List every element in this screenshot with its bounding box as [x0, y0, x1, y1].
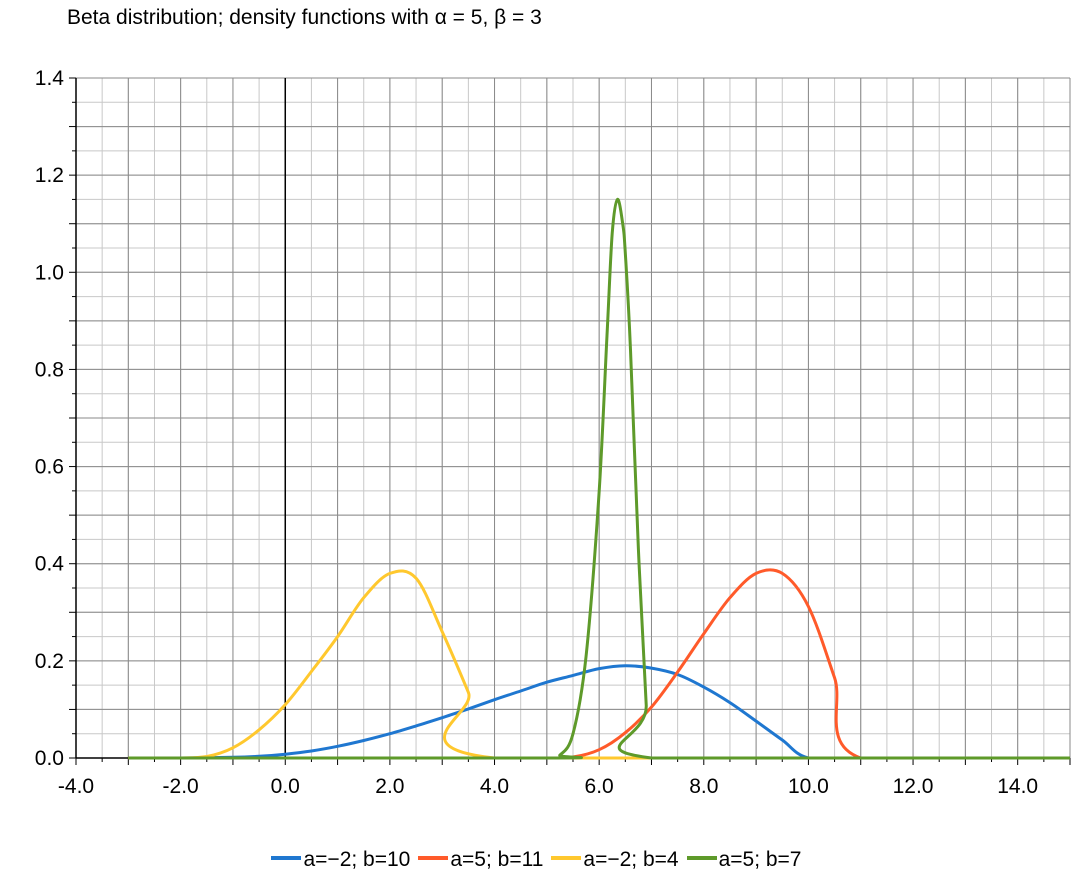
legend-label: a=5; b=7 [718, 848, 802, 871]
x-tick-label: -2.0 [163, 775, 199, 798]
x-tick-label: 4.0 [480, 775, 509, 798]
legend-swatch [418, 856, 449, 861]
legend: a=−2; b=10 a=5; b=11 a=−2; b=4 a=5; b=7 [0, 848, 1073, 872]
x-tick-label: 2.0 [375, 775, 404, 798]
y-tick-label: 1.2 [35, 164, 64, 187]
legend-label: a=−2; b=4 [583, 848, 679, 871]
legend-swatch [551, 856, 582, 861]
y-tick-label: 0.4 [35, 553, 65, 576]
x-tick-labels: -4.0 -2.0 0.0 2.0 4.0 6.0 8.0 10.0 12.0 14.0 [58, 775, 1038, 798]
x-tick-label: 0.0 [271, 775, 300, 798]
legend-swatch [271, 856, 302, 861]
chart-title: Beta distribution; density functions wit… [67, 6, 542, 29]
plot-area: -4.0 -2.0 0.0 2.0 4.0 6.0 8.0 10.0 12.0 14.0 0.00… [35, 67, 1071, 798]
series-lines [128, 197, 1070, 760]
series-line-1 [128, 664, 1070, 760]
legend-swatch [686, 856, 717, 861]
legend-item-4: a=5; b=7 [686, 848, 802, 872]
x-tick-label: 6.0 [585, 775, 614, 798]
y-tick-label: 0.0 [35, 747, 64, 770]
legend-label: a=−2; b=10 [303, 848, 411, 871]
legend-label: a=5; b=11 [450, 848, 544, 871]
y-tick-label: 1.0 [35, 261, 64, 284]
y-tick-label: 0.8 [35, 358, 64, 381]
tick-marks [69, 77, 1071, 765]
legend-item-1: a=−2; b=10 [271, 848, 410, 872]
x-tick-label: 12.0 [893, 775, 934, 798]
series-line-4 [128, 197, 1070, 760]
x-tick-label: -4.0 [58, 775, 94, 798]
y-tick-label: 0.6 [35, 456, 64, 479]
x-tick-label: 10.0 [788, 775, 829, 798]
y-tick-label: 0.2 [35, 650, 64, 673]
y-tick-label: 1.4 [35, 67, 65, 90]
y-tick-labels: 0.0 0.2 0.4 0.6 0.8 1.0 1.2 1.4 [35, 67, 65, 770]
legend-item-3: a=−2; b=4 [551, 848, 679, 872]
x-tick-label: 14.0 [997, 775, 1038, 798]
legend-item-2: a=5; b=11 [418, 848, 543, 872]
x-tick-label: 8.0 [689, 775, 718, 798]
